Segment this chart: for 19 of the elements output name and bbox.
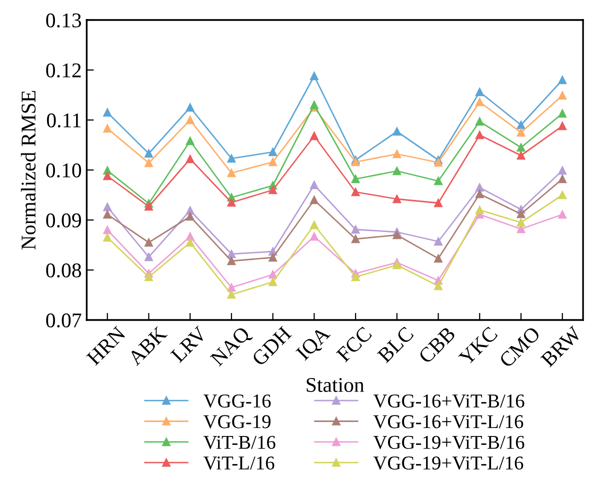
y-tick-label: 0.10: [46, 163, 82, 178]
legend-label: VGG-19: [203, 415, 271, 428]
x-axis-title: Station: [306, 378, 364, 392]
legend-label: ViT-L/16: [203, 456, 274, 470]
y-tick-label: 0.08: [46, 263, 82, 278]
legend-label: VGG-16+ViT-B/16: [373, 394, 524, 408]
x-tick-label: IQA: [295, 325, 334, 364]
legend-label: VGG-19+ViT-L/16: [373, 456, 524, 470]
y-tick-label: 0.11: [46, 113, 81, 128]
legend-label: VGG-16+ViT-L/16: [373, 415, 524, 428]
y-tick-label: 0.13: [46, 13, 82, 28]
legend-label: ViT-B/16: [203, 436, 276, 450]
legend-label: VGG-19+ViT-B/16: [373, 436, 524, 450]
x-tick-label: CBB: [418, 326, 456, 364]
legend-label: VGG-16: [203, 394, 271, 408]
y-tick-label: 0.09: [46, 213, 81, 228]
y-tick-label: 0.07: [46, 313, 82, 328]
y-tick-label: 0.12: [46, 63, 81, 78]
y-axis-title: Normalized RMSE: [20, 90, 36, 250]
